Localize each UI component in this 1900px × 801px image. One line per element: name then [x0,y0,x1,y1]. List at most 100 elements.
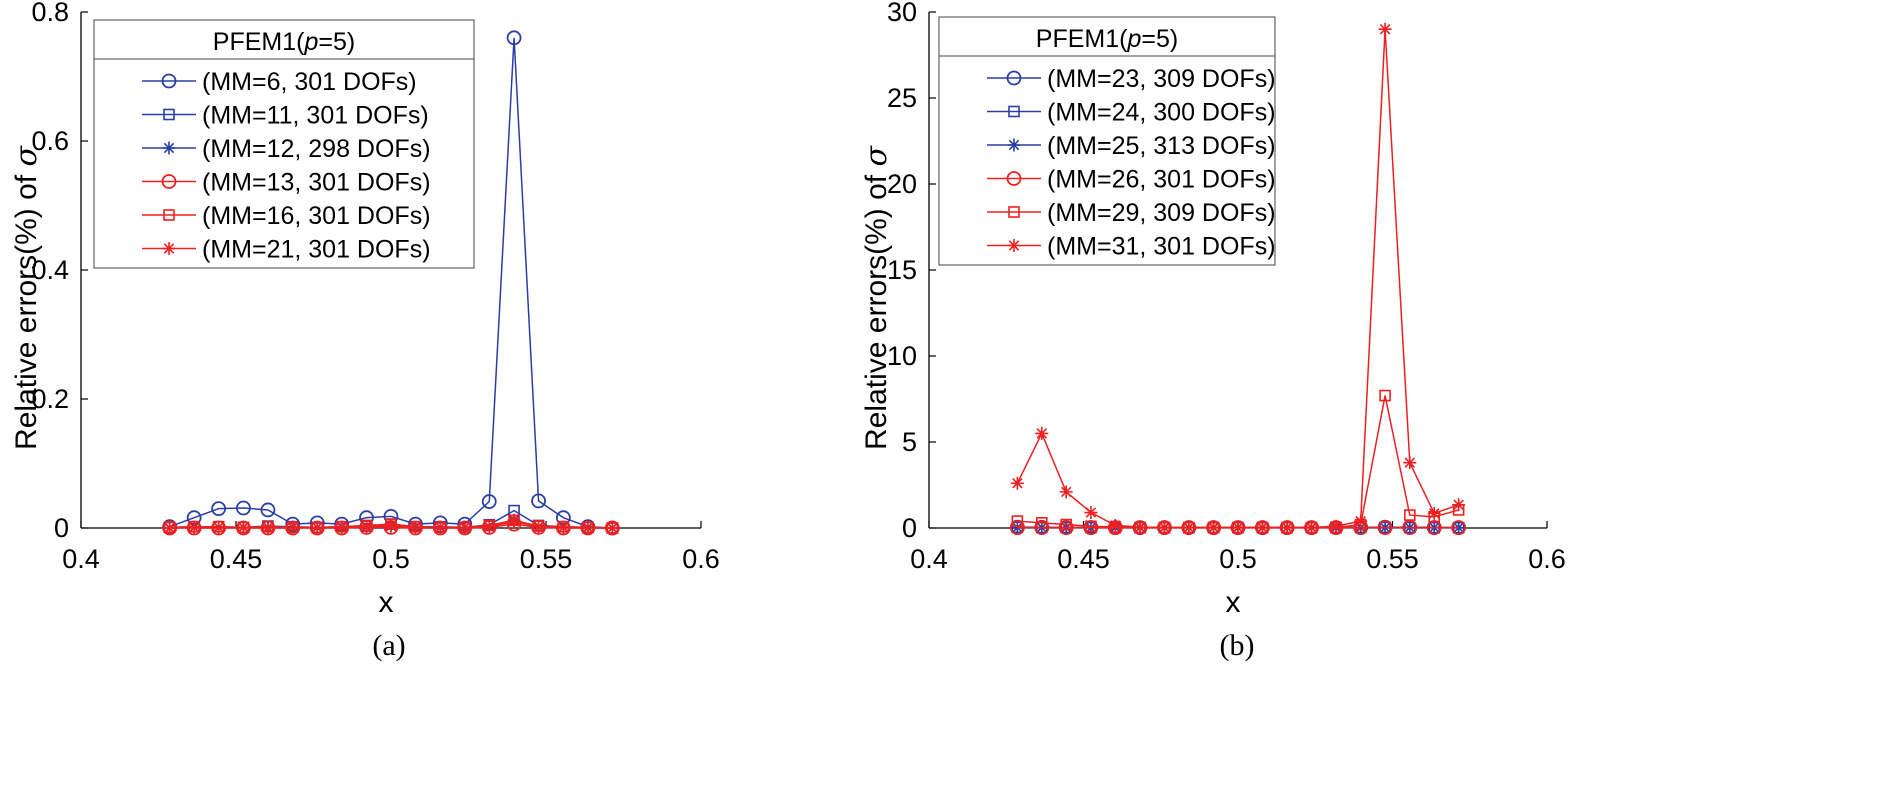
y-tick-label: 10 [887,341,917,371]
legend-entry: (MM=23, 309 DOFs) [987,65,1276,93]
data-point [236,500,251,516]
data-point [1084,506,1098,520]
data-point [1011,515,1024,527]
legend-entry: (MM=25, 313 DOFs) [987,132,1276,160]
data-point [433,520,447,534]
data-point [236,520,250,534]
data-point [1059,485,1073,499]
legend-marker [1007,239,1021,252]
data-point [581,521,595,535]
legend-entry: (MM=12, 298 DOFs) [142,135,431,163]
data-point [1035,517,1048,529]
legend-label: (MM=24, 300 DOFs) [1047,99,1276,127]
y-tick-label: 0.8 [31,0,69,27]
legend-box [93,19,475,269]
legend-label: (MM=26, 301 DOFs) [1047,166,1276,194]
legend-marker [1007,138,1021,152]
data-point [605,521,619,535]
data-point [481,494,497,509]
legend-entry: (MM=21, 301 DOFs) [142,236,431,264]
legend-label: (MM=23, 309 DOFs) [1047,65,1276,93]
legend-marker [1008,206,1020,218]
y-tick-label: 0.2 [31,384,69,414]
legend-title-part: p [303,28,318,56]
data-point [1207,520,1221,534]
x-tick-label: 0.4 [910,544,948,574]
panel-a: 0.4 0.45 0.5 0.55 0.6 0 0.2 0.4 0.6 0.8 x Relative … [9,0,720,662]
data-point [1402,520,1418,536]
data-point [384,518,398,532]
x-tick-label: 0.5 [372,544,410,574]
legend-entry: (MM=6, 301 DOFs) [142,68,417,96]
legend-marker [1006,70,1022,86]
data-point [163,521,177,535]
data-point [260,502,276,518]
legend-label: (MM=31, 301 DOFs) [1047,233,1276,261]
legend-label: (MM=21, 301 DOFs) [202,236,431,264]
legend-label: (MM=16, 301 DOFs) [202,202,431,230]
legend-marker [161,73,177,89]
series-line [169,37,613,529]
data-point [507,515,521,529]
legend-box [938,16,1276,266]
data-point [1305,520,1319,534]
x-tick-label: 0.45 [210,544,263,574]
data-point [506,30,522,46]
legend-label: (MM=13, 301 DOFs) [202,169,431,197]
legend-label: (MM=6, 301 DOFs) [202,68,417,96]
legend-title-part: PFEM1( [1036,25,1128,53]
data-point [360,520,374,534]
legend-label: (MM=12, 298 DOFs) [202,135,431,163]
y-axis-title-symbol: σ [859,145,894,167]
data-point [1329,519,1343,533]
panel-caption: (a) [372,629,405,662]
data-point [556,520,570,534]
legend-title-part: p [1126,25,1141,53]
data-point [458,520,472,534]
legend: PFEM1(p=5) (MM=6, 301 DOFs) (MM=11, 301 DO… [93,19,475,269]
data-point [211,501,227,517]
legend-label: (MM=25, 313 DOFs) [1047,132,1276,160]
legend-entry: (MM=16, 301 DOFs) [142,202,431,230]
legend-entry: (MM=11, 301 DOFs) [142,102,429,130]
series-5 [163,515,619,535]
legend-entry: (MM=26, 301 DOFs) [987,166,1276,194]
legend-entry: (MM=24, 300 DOFs) [987,99,1276,127]
data-point [1377,520,1393,536]
legend-title: PFEM1(p=5) [213,28,355,56]
legend-title-part: =5) [1141,25,1178,53]
legend-marker [161,174,177,189]
panel-b: 0.4 0.45 0.5 0.55 0.6 0 5 10 15 20 25 30 x Relative e… [859,0,1566,662]
data-point [408,520,422,534]
legend-entry: (MM=31, 301 DOFs) [987,233,1276,261]
series-5 [1010,22,1466,534]
legend-marker [1008,105,1020,118]
data-point [1108,518,1122,532]
y-axis-title-text: Relative errors(%) of [860,167,893,450]
data-point [1427,506,1441,520]
data-point [1231,520,1245,534]
x-tick-label: 0.55 [1366,544,1419,574]
data-point [1378,22,1392,36]
x-axis-title: x [379,586,394,619]
legend-entry: (MM=13, 301 DOFs) [142,169,431,197]
data-point [1379,389,1391,402]
data-point [1035,426,1049,440]
y-tick-label: 25 [887,83,917,113]
y-axis-title: Relative errors(%) of σ [859,145,894,450]
data-point [1255,520,1269,534]
data-point [1010,476,1024,490]
legend-title: PFEM1(p=5) [1036,25,1178,53]
data-point [482,520,496,534]
legend-label: (MM=29, 309 DOFs) [1047,199,1276,227]
y-tick-label: 0.6 [31,126,69,156]
y-axis-title-symbol: σ [9,145,44,167]
series-line [1017,395,1459,529]
data-point [1085,520,1097,533]
legend-marker [163,209,175,221]
series-4 [1011,389,1465,534]
data-point [1058,520,1074,536]
y-tick-label: 0.4 [31,255,69,285]
data-point [1451,520,1467,536]
